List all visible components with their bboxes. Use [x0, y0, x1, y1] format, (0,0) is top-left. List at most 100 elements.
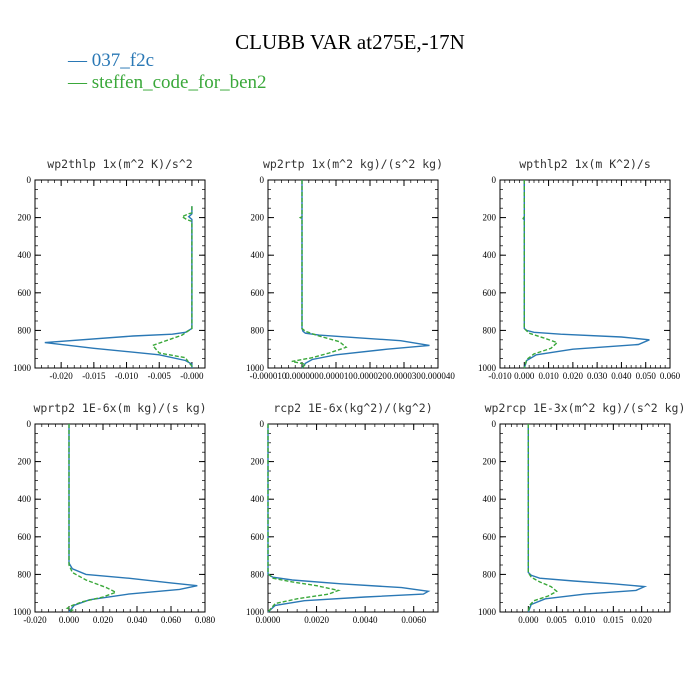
series-line-037-f2c — [44, 206, 193, 368]
y-tick-label: 600 — [251, 288, 265, 298]
legend: — 037_f2c — steffen_code_for_ben2 — [68, 50, 267, 94]
y-tick-label: 200 — [483, 457, 497, 467]
x-tick-label: 0.0040 — [353, 615, 378, 625]
series-line-steffen — [522, 180, 559, 369]
x-tick-label: 0.0060 — [401, 615, 426, 625]
legend-item-037-f2c: — 037_f2c — [68, 50, 155, 71]
y-tick-label: 1000 — [13, 363, 32, 373]
x-tick-label: 0.0020 — [304, 615, 329, 625]
x-tick-label: 0.000 — [59, 615, 80, 625]
series-line-037-f2c — [267, 424, 431, 613]
y-tick-label: 0 — [492, 419, 497, 429]
x-tick-label: 0.0000 — [256, 615, 281, 625]
panel-2: wp2rtp 1x(m^2 kg)/(s^2 kg) 0 200 400 600 800 1… — [246, 157, 455, 381]
y-tick-label: 600 — [483, 288, 497, 298]
x-tick-label: 0.010 — [538, 371, 559, 381]
x-tick-label: -0.020 — [50, 371, 74, 381]
series-line-steffen — [527, 424, 558, 613]
x-tick-label: -0.020 — [23, 615, 47, 625]
y-tick-label: 200 — [18, 457, 32, 467]
y-tick-label: 800 — [483, 325, 497, 335]
plot-frame — [34, 179, 206, 369]
x-tick-label: -0.000 — [180, 371, 204, 381]
series-line-037-f2c — [523, 180, 650, 369]
y-tick-label: 800 — [251, 325, 265, 335]
y-tick-label: 400 — [483, 250, 497, 260]
x-tick-label: 0.020 — [563, 371, 584, 381]
x-tick-label: 0.020 — [632, 615, 653, 625]
y-tick-label: 400 — [251, 250, 265, 260]
plot-frame — [267, 179, 439, 369]
y-tick-label: 1000 — [478, 363, 497, 373]
x-tick-label: -0.010 — [115, 371, 139, 381]
x-tick-label: 0.000010 — [319, 371, 353, 381]
panel-title: wp2rtp 1x(m^2 kg)/(s^2 kg) — [263, 157, 443, 171]
panel-title: rcp2 1E-6x(kg^2)/(kg^2) — [273, 401, 432, 415]
series-line-steffen — [291, 180, 348, 369]
y-tick-label: 1000 — [246, 363, 265, 373]
x-tick-label: 0.000 — [518, 615, 539, 625]
panel-title: wprtp2 1E-6x(m kg)/(s kg) — [33, 401, 206, 415]
x-tick-label: 0.060 — [660, 371, 681, 381]
x-tick-label: 0.060 — [161, 615, 182, 625]
x-tick-label: 0.050 — [636, 371, 657, 381]
y-tick-label: 600 — [251, 532, 265, 542]
panel-6: wp2rcp 1E-3x(m^2 kg)/(s^2 kg) 0 200 400 600 8… — [478, 401, 685, 625]
y-tick-label: 800 — [251, 569, 265, 579]
x-tick-label: 0.080 — [195, 615, 216, 625]
panel-1: wp2thlp 1x(m^2 K)/s^2 0 200 400 600 800 1000 -0… — [13, 157, 206, 381]
x-tick-label: 0.030 — [587, 371, 608, 381]
x-tick-label: 0.020 — [93, 615, 114, 625]
y-tick-label: 800 — [483, 569, 497, 579]
panel-title: wp2thlp 1x(m^2 K)/s^2 — [47, 157, 192, 171]
x-tick-label: 0.040 — [127, 615, 148, 625]
series-line-steffen — [65, 424, 118, 613]
y-tick-label: 0 — [27, 175, 32, 185]
series-line-037-f2c — [68, 424, 198, 613]
series-line-steffen — [151, 206, 193, 368]
x-tick-label: -0.010 — [488, 371, 512, 381]
y-tick-label: 400 — [18, 494, 32, 504]
y-tick-label: 200 — [251, 213, 265, 223]
y-tick-label: 200 — [18, 213, 32, 223]
y-tick-label: 400 — [251, 494, 265, 504]
y-tick-label: 1000 — [13, 607, 32, 617]
y-tick-label: 600 — [18, 532, 32, 542]
x-tick-label: 0.000000 — [285, 371, 319, 381]
x-tick-label: -0.005 — [148, 371, 172, 381]
y-tick-label: 200 — [251, 457, 265, 467]
y-tick-label: 1000 — [246, 607, 265, 617]
y-tick-label: 600 — [18, 288, 32, 298]
panel-3: wpthlp2 1x(m K^2)/s 0 200 400 600 800 1000-0.0… — [478, 157, 681, 381]
y-tick-label: 400 — [483, 494, 497, 504]
x-tick-label: 0.005 — [547, 615, 568, 625]
x-tick-label: 0.000030 — [387, 371, 421, 381]
legend-item-steffen: — steffen_code_for_ben2 — [68, 72, 267, 93]
series-line-037-f2c — [301, 180, 430, 369]
y-tick-label: 600 — [483, 532, 497, 542]
y-tick-label: 0 — [492, 175, 497, 185]
x-tick-label: 0.000040 — [421, 371, 455, 381]
y-tick-label: 200 — [483, 213, 497, 223]
x-tick-label: 0.000020 — [353, 371, 387, 381]
y-tick-label: 400 — [18, 250, 32, 260]
panel-title: wpthlp2 1x(m K^2)/s — [519, 157, 651, 171]
x-tick-label: 0.015 — [603, 615, 624, 625]
panel-title: wp2rcp 1E-3x(m^2 kg)/(s^2 kg) — [485, 401, 686, 415]
plot-frame — [499, 423, 671, 613]
x-tick-label: 0.000 — [514, 371, 535, 381]
y-tick-label: 1000 — [478, 607, 497, 617]
panel-5: rcp2 1E-6x(kg^2)/(kg^2) 0 200 400 600 800 1000… — [246, 401, 439, 625]
x-tick-label: 0.040 — [611, 371, 632, 381]
x-tick-label: -0.000010 — [250, 371, 287, 381]
y-tick-label: 800 — [18, 325, 32, 335]
y-tick-label: 0 — [260, 175, 265, 185]
series-line-037-f2c — [527, 424, 648, 613]
x-tick-label: 0.010 — [575, 615, 596, 625]
figure-title: CLUBB VAR at275E,-17N — [235, 30, 465, 54]
x-tick-label: -0.015 — [82, 371, 106, 381]
panel-4: wprtp2 1E-6x(m kg)/(s kg)0 200 400 600 800 10… — [13, 401, 216, 625]
plot-frame — [267, 423, 439, 613]
y-tick-label: 0 — [260, 419, 265, 429]
